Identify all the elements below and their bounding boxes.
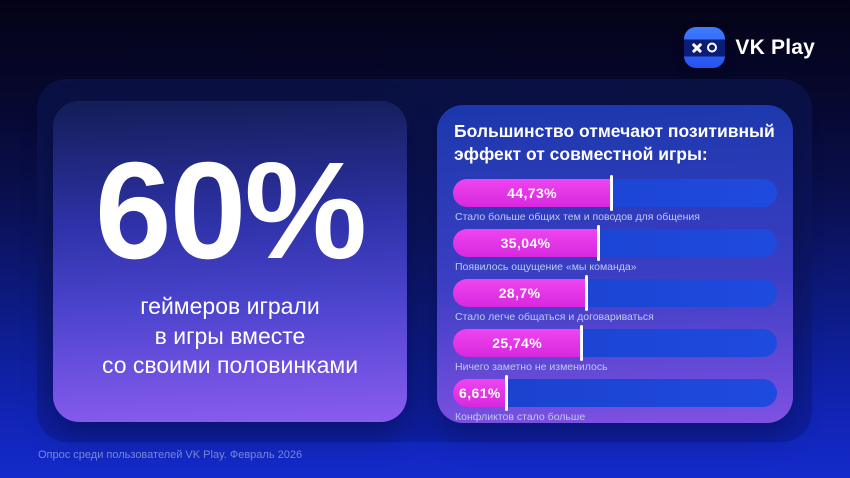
chart-card: Большинство отмечают позитивный эффект о… (437, 105, 793, 423)
bar-fill (453, 178, 612, 207)
stat-card: 60% геймеров играли в игры вместе со сво… (53, 101, 407, 422)
bar-marker (579, 324, 583, 361)
brand-name: VK Play (735, 35, 815, 59)
bar-marker (609, 174, 613, 211)
bar-caption: Стало легче общаться и договариваться (455, 310, 654, 323)
stat-line-1: геймеров играли (140, 293, 320, 320)
bar-row: 35,04% Появилось ощущение «мы команда» (453, 224, 777, 273)
stat-line-3: со своими половинками (101, 352, 359, 379)
bar-fill (453, 228, 599, 257)
bar-value-label: 6,61% (459, 384, 501, 401)
bar-caption: Появилось ощущение «мы команда» (455, 260, 637, 273)
bar-track: 44,73% (453, 174, 777, 211)
bar-marker (584, 274, 588, 311)
stat-line-2: в игры вместе (154, 322, 306, 349)
bar-track: 28,7% (453, 274, 777, 311)
bar-caption: Конфликтов стало больше (455, 410, 586, 423)
bar-row: 25,74% Ничего заметно не изменилось (453, 324, 777, 373)
bar-caption: Ничего заметно не изменилось (455, 360, 608, 373)
bar-track: 6,61% (453, 374, 777, 411)
bar-row: 6,61% Конфликтов стало больше (453, 374, 777, 423)
bar-marker (505, 374, 509, 411)
bar-marker (596, 224, 600, 261)
o-button-icon (707, 42, 718, 53)
bar-value-label: 28,7% (498, 284, 541, 301)
stat-description: геймеров играли в игры вместе со своими … (102, 292, 358, 380)
bar-track: 35,04% (453, 224, 777, 261)
bar-list: 44,73% Стало больше общих тем и поводов д… (453, 174, 777, 423)
bar-value-label: 44,73% (507, 184, 557, 201)
chart-title: Большинство отмечают позитивный эффект о… (454, 121, 775, 164)
bar-row: 28,7% Стало легче общаться и договаривать… (453, 274, 777, 323)
bar-fill (453, 378, 507, 407)
vk-play-logo-icon (684, 27, 726, 68)
gamepad-band (684, 39, 726, 56)
bar-caption: Стало больше общих тем и поводов для общ… (455, 210, 700, 223)
bar-track: 25,74% (453, 324, 777, 361)
x-button-icon (692, 43, 702, 53)
bar-fill (453, 328, 582, 357)
bar-value-label: 25,74% (492, 334, 543, 351)
brand: VK Play (684, 27, 815, 68)
bar-row: 44,73% Стало больше общих тем и поводов д… (453, 174, 777, 223)
bar-fill (453, 278, 587, 307)
stat-value: 60% (94, 134, 367, 289)
content-panel: 60% геймеров играли в игры вместе со сво… (37, 79, 812, 442)
footer-note: Опрос среди пользователей VK Play. Февра… (38, 449, 303, 461)
bar-value-label: 35,04% (500, 234, 551, 251)
